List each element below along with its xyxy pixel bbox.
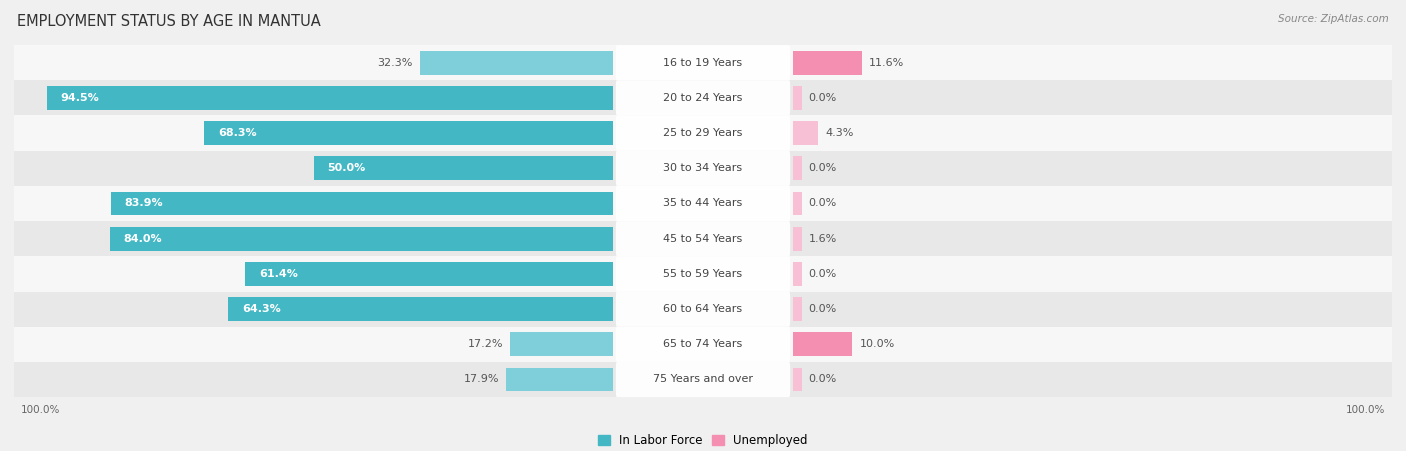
FancyBboxPatch shape	[616, 221, 790, 256]
FancyBboxPatch shape	[616, 80, 790, 115]
Bar	[14, 115, 1392, 151]
Bar	[14, 256, 1392, 291]
FancyBboxPatch shape	[616, 291, 790, 327]
Bar	[506, 368, 613, 391]
Text: 45 to 54 Years: 45 to 54 Years	[664, 234, 742, 244]
Text: 100.0%: 100.0%	[21, 405, 60, 415]
FancyBboxPatch shape	[616, 151, 790, 186]
Text: 100.0%: 100.0%	[1346, 405, 1385, 415]
Bar	[793, 192, 801, 216]
Text: 0.0%: 0.0%	[808, 374, 837, 385]
Bar	[14, 362, 1392, 397]
Text: 50.0%: 50.0%	[328, 163, 366, 173]
Bar	[793, 297, 801, 321]
Text: 61.4%: 61.4%	[259, 269, 298, 279]
Text: 10.0%: 10.0%	[859, 339, 894, 350]
FancyBboxPatch shape	[616, 186, 790, 221]
Text: 83.9%: 83.9%	[124, 198, 163, 208]
Text: 64.3%: 64.3%	[242, 304, 281, 314]
Text: 17.2%: 17.2%	[468, 339, 503, 350]
Bar	[420, 51, 613, 75]
Text: 1.6%: 1.6%	[808, 234, 838, 244]
Text: 0.0%: 0.0%	[808, 163, 837, 173]
Text: 65 to 74 Years: 65 to 74 Years	[664, 339, 742, 350]
Bar	[793, 86, 801, 110]
FancyBboxPatch shape	[616, 45, 790, 80]
Text: 0.0%: 0.0%	[808, 198, 837, 208]
Text: Source: ZipAtlas.com: Source: ZipAtlas.com	[1278, 14, 1389, 23]
Bar	[793, 51, 862, 75]
Text: 68.3%: 68.3%	[218, 128, 256, 138]
Bar	[510, 332, 613, 356]
Text: 94.5%: 94.5%	[60, 93, 100, 103]
Bar	[14, 221, 1392, 256]
Text: 0.0%: 0.0%	[808, 93, 837, 103]
Text: 25 to 29 Years: 25 to 29 Years	[664, 128, 742, 138]
Text: 75 Years and over: 75 Years and over	[652, 374, 754, 385]
Bar	[793, 227, 803, 251]
FancyBboxPatch shape	[616, 256, 790, 291]
Text: 35 to 44 Years: 35 to 44 Years	[664, 198, 742, 208]
Bar	[204, 121, 613, 145]
FancyBboxPatch shape	[616, 327, 790, 362]
Text: 17.9%: 17.9%	[464, 374, 499, 385]
Bar	[14, 45, 1392, 80]
Bar	[793, 262, 801, 286]
Bar	[793, 368, 801, 391]
Text: 32.3%: 32.3%	[378, 58, 413, 68]
Bar	[14, 151, 1392, 186]
Legend: In Labor Force, Unemployed: In Labor Force, Unemployed	[598, 434, 808, 447]
Bar	[111, 192, 613, 216]
Text: EMPLOYMENT STATUS BY AGE IN MANTUA: EMPLOYMENT STATUS BY AGE IN MANTUA	[17, 14, 321, 28]
Bar	[46, 86, 613, 110]
Bar	[14, 327, 1392, 362]
Text: 84.0%: 84.0%	[124, 234, 162, 244]
Text: 0.0%: 0.0%	[808, 269, 837, 279]
Bar	[793, 156, 801, 180]
Text: 0.0%: 0.0%	[808, 304, 837, 314]
Bar	[793, 332, 852, 356]
Text: 4.3%: 4.3%	[825, 128, 853, 138]
Bar	[793, 121, 818, 145]
Bar	[14, 291, 1392, 327]
Text: 11.6%: 11.6%	[869, 58, 904, 68]
Bar	[14, 186, 1392, 221]
Bar	[228, 297, 613, 321]
Bar	[110, 227, 613, 251]
Text: 60 to 64 Years: 60 to 64 Years	[664, 304, 742, 314]
Bar	[314, 156, 613, 180]
FancyBboxPatch shape	[616, 362, 790, 397]
Bar	[14, 80, 1392, 115]
Text: 55 to 59 Years: 55 to 59 Years	[664, 269, 742, 279]
Text: 20 to 24 Years: 20 to 24 Years	[664, 93, 742, 103]
Text: 16 to 19 Years: 16 to 19 Years	[664, 58, 742, 68]
FancyBboxPatch shape	[616, 115, 790, 151]
Text: 30 to 34 Years: 30 to 34 Years	[664, 163, 742, 173]
Bar	[246, 262, 613, 286]
